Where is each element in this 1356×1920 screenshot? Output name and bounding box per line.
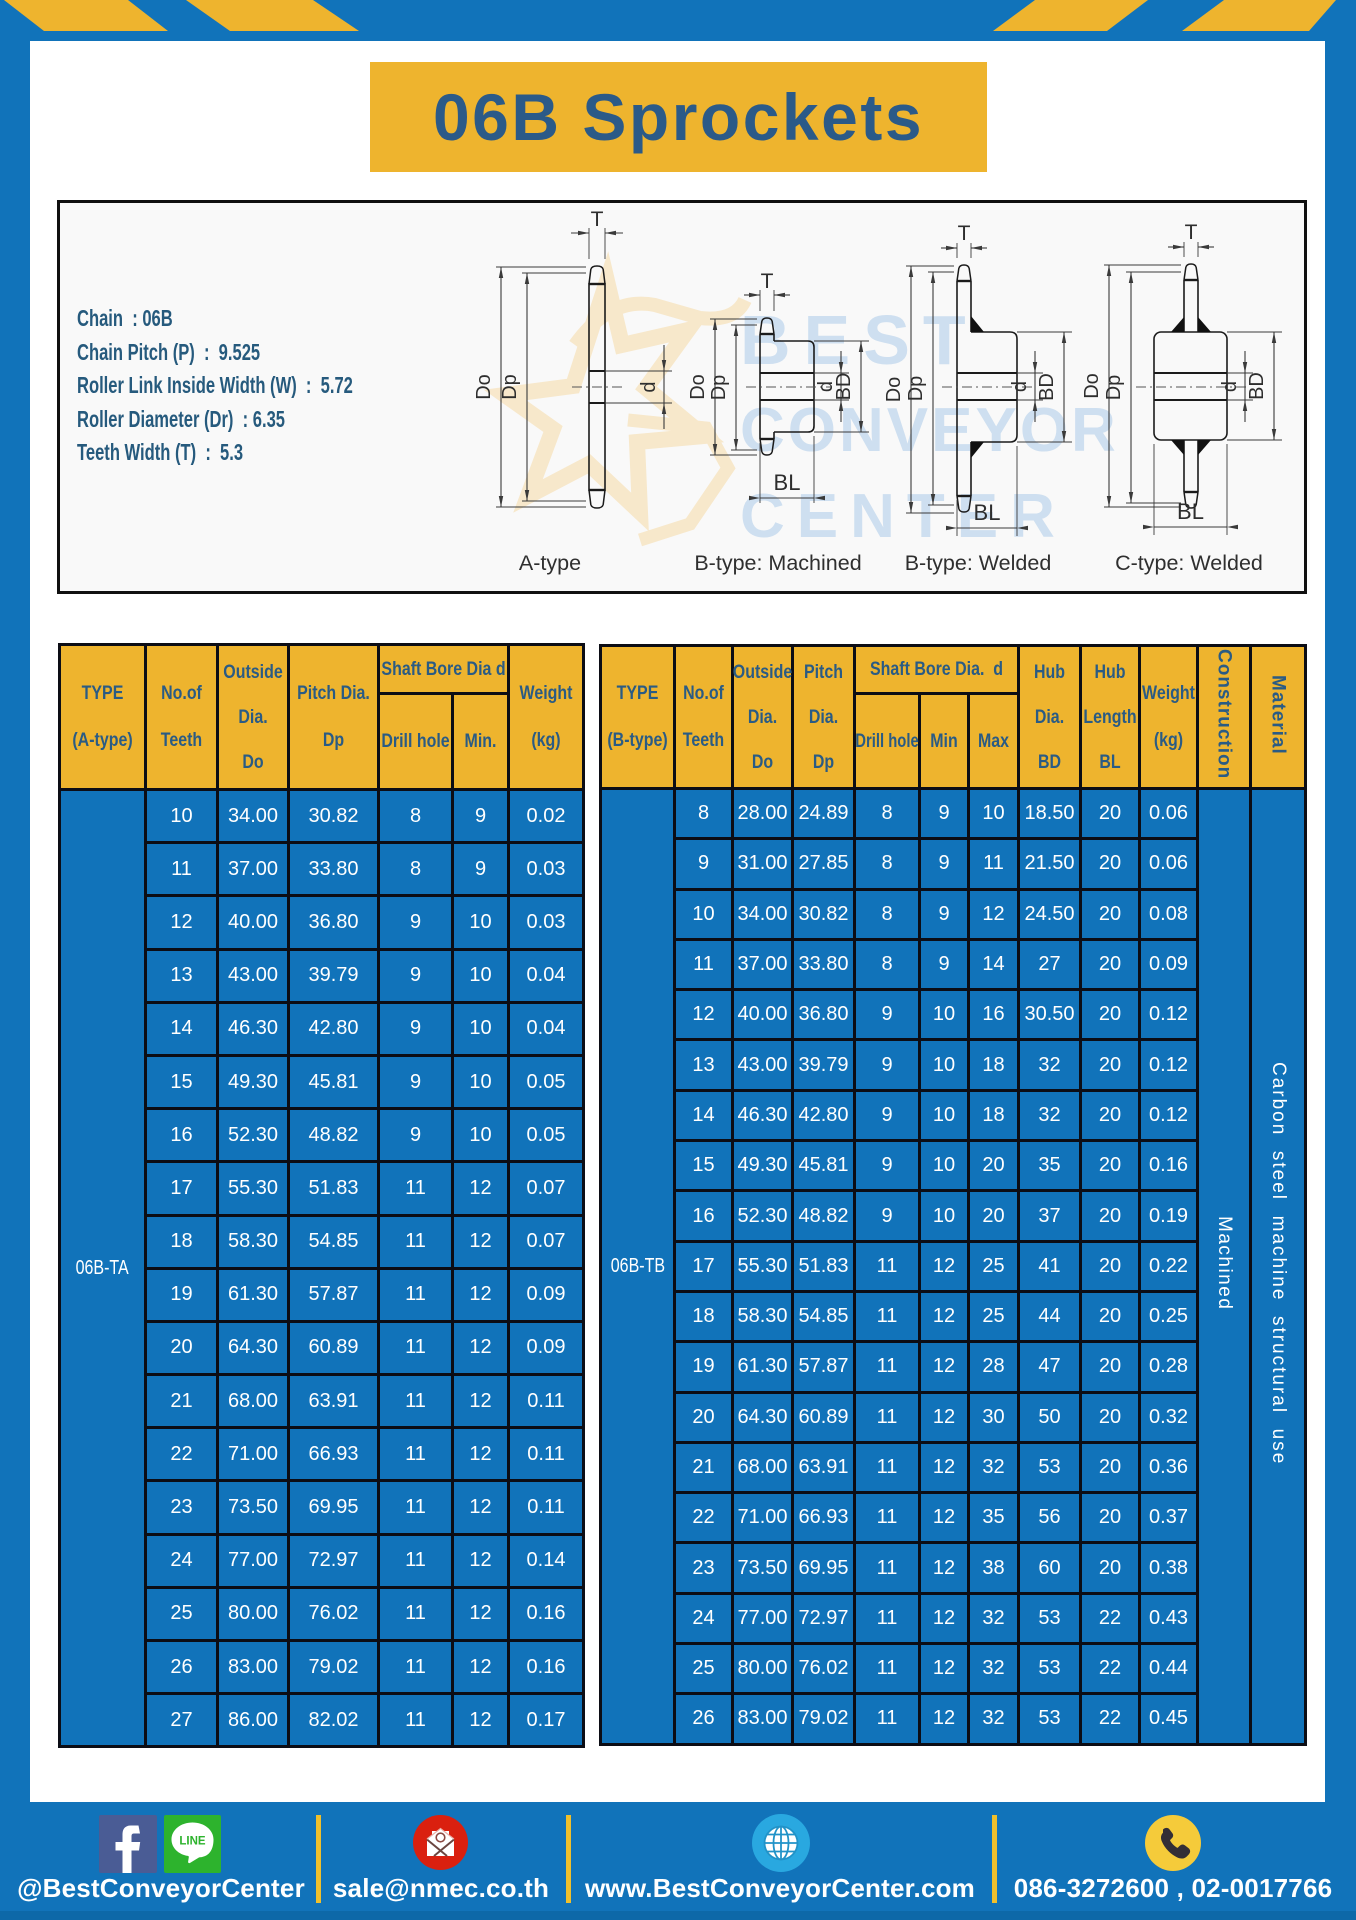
svg-text:BEST: BEST	[740, 301, 979, 379]
svg-text:CENTER: CENTER	[740, 482, 1067, 551]
svg-text:BD: BD	[1246, 372, 1268, 400]
svg-text:BL: BL	[774, 470, 801, 495]
svg-text:T: T	[958, 222, 971, 245]
svg-text:Dp: Dp	[499, 374, 521, 400]
svg-text:Do: Do	[473, 374, 495, 400]
svg-text:T: T	[591, 208, 604, 231]
svg-text:d: d	[1219, 381, 1241, 392]
svg-text:T: T	[1185, 221, 1198, 244]
svg-text:T: T	[761, 270, 774, 293]
svg-text:Dp: Dp	[905, 376, 927, 402]
svg-text:BL: BL	[1177, 499, 1204, 524]
svg-text:Dp: Dp	[1103, 375, 1125, 401]
svg-text:BL: BL	[974, 500, 1001, 525]
svg-text:d: d	[638, 381, 660, 392]
svg-text:Do: Do	[883, 377, 905, 403]
svg-text:B-type: Machined: B-type: Machined	[694, 551, 861, 575]
svg-text:d: d	[815, 381, 837, 392]
svg-text:Dp: Dp	[708, 375, 730, 401]
svg-text:d: d	[1009, 381, 1031, 392]
svg-text:B-type: Welded: B-type: Welded	[905, 551, 1052, 575]
svg-text:CONVEYOR: CONVEYOR	[740, 396, 1119, 465]
svg-text:BD: BD	[833, 373, 855, 401]
svg-text:BD: BD	[1036, 373, 1058, 401]
svg-text:A-type: A-type	[519, 551, 581, 575]
svg-text:Do: Do	[687, 374, 709, 400]
svg-text:LINE: LINE	[179, 1836, 206, 1848]
svg-text:Do: Do	[1081, 373, 1103, 399]
svg-text:C-type: Welded: C-type: Welded	[1115, 551, 1263, 575]
